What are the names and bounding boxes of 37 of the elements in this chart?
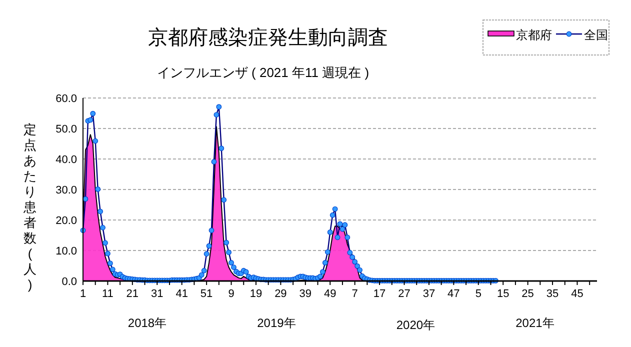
x-tick-label: 47 xyxy=(448,288,460,300)
text: 2019年 xyxy=(257,316,296,330)
x-tick-label: 39 xyxy=(299,288,312,300)
x-tick-label: 9 xyxy=(228,288,234,300)
x-tick-label: 31 xyxy=(151,288,164,300)
x-tick-label: 37 xyxy=(422,288,436,300)
y-tick-label: 40.0 xyxy=(56,154,77,166)
x-tick-label: 21 xyxy=(126,288,139,300)
y-tick-label: 10.0 xyxy=(56,246,77,258)
y-tick-label: 50.0 xyxy=(56,124,77,136)
x-tick-label: 45 xyxy=(571,288,584,300)
x-tick-label: 25 xyxy=(522,288,534,300)
x-tick-label: 15 xyxy=(496,288,510,300)
x-tick-label: 27 xyxy=(398,288,410,300)
x-tick-label: 35 xyxy=(546,288,559,300)
x-tick-label: 49 xyxy=(324,288,336,300)
legend-label: 京都府 xyxy=(516,28,552,42)
y-tick-label: 0.0 xyxy=(62,276,77,288)
y-tick-label: 20.0 xyxy=(56,215,77,227)
y-tick-label: 60.0 xyxy=(56,93,77,105)
legend-label: 全国 xyxy=(584,28,608,42)
text: 定点あたり患者数(人) xyxy=(24,122,36,292)
y-tick-label: 30.0 xyxy=(56,184,77,196)
x-tick-label: 11 xyxy=(102,288,114,300)
x-tick-label: 51 xyxy=(200,288,213,300)
text: 2018年 xyxy=(128,316,167,330)
x-tick-label: 17 xyxy=(373,288,386,300)
text: 2020年 xyxy=(396,318,436,332)
text: 2021年 xyxy=(516,316,554,330)
x-tick-label: 19 xyxy=(250,288,262,300)
x-tick-label: 5 xyxy=(475,288,482,300)
chart-subtitle: インフルエンザ ( 2021 年11 週現在 ) xyxy=(156,65,370,80)
x-tick-label: 7 xyxy=(352,288,358,300)
x-tick-label: 1 xyxy=(80,288,86,300)
x-tick-label: 41 xyxy=(176,288,188,300)
x-tick-label: 29 xyxy=(274,288,287,300)
chart-title: 京都府感染症発生動向調査 xyxy=(148,27,388,49)
